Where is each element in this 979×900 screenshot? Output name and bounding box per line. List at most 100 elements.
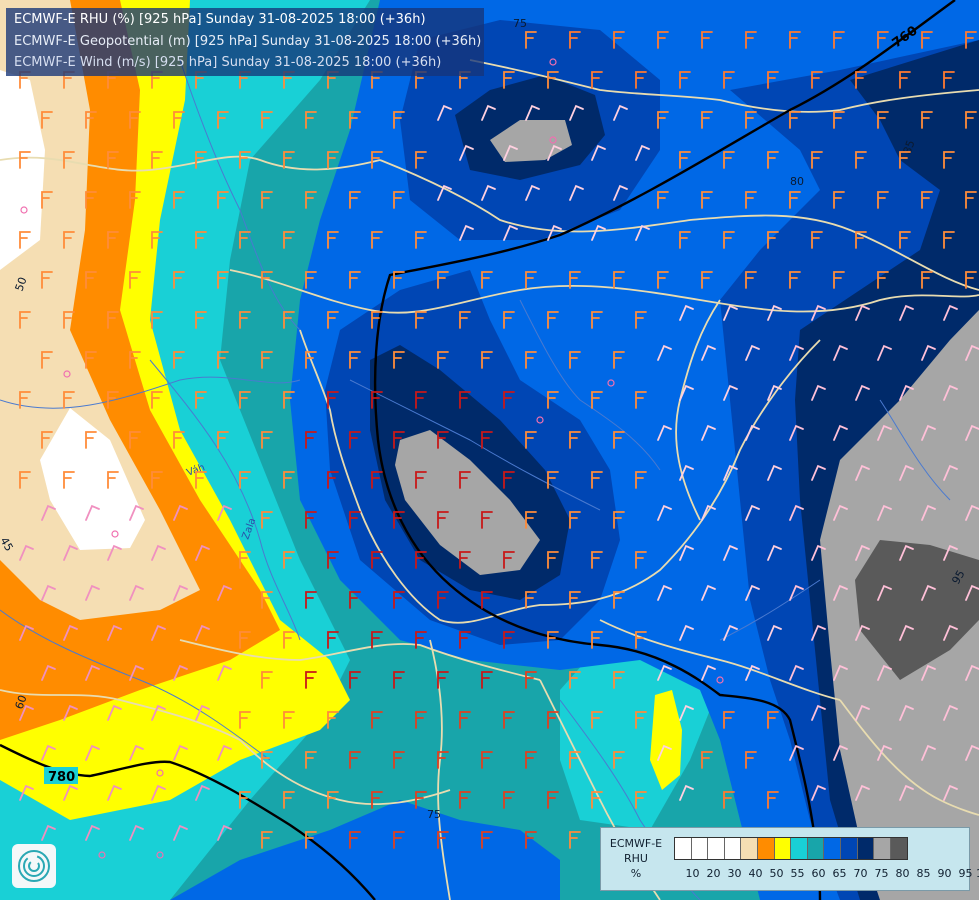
legend-bin-1: [691, 838, 709, 859]
wind-barb-icon: [261, 511, 273, 529]
wind-barb-icon: [965, 271, 977, 289]
wind-barb-icon: [283, 471, 295, 489]
legend-tick-55: 55: [790, 867, 805, 880]
wind-barb-icon: [899, 71, 911, 89]
wind-barb-icon: [85, 664, 100, 681]
wind-barb-icon: [569, 671, 581, 689]
wind-barb-icon: [85, 351, 97, 369]
wind-barb-icon: [151, 311, 163, 329]
city-marker: [549, 58, 557, 66]
wind-barb-icon: [129, 111, 141, 129]
wind-barb-icon: [899, 544, 914, 561]
city-marker: [716, 676, 724, 684]
wind-barb-icon: [261, 671, 273, 689]
wind-barb-icon: [305, 111, 317, 129]
city-marker: [156, 851, 164, 859]
wind-barb-icon: [745, 584, 760, 601]
wind-barb-icon: [855, 784, 870, 801]
wind-barb-icon: [701, 751, 713, 769]
wind-barb-icon: [503, 311, 515, 329]
city-markers: [20, 58, 724, 859]
wind-barb-icon: [63, 471, 75, 489]
wind-barb-icon: [569, 184, 584, 201]
wind-barb-icon: [305, 831, 317, 849]
wind-barb-icon: [525, 351, 537, 369]
city-marker: [536, 416, 544, 424]
wind-barb-icon: [591, 71, 603, 89]
wind-barb-icon: [283, 551, 295, 569]
wind-barb-icon: [195, 471, 207, 489]
wind-barb-icon: [481, 671, 493, 689]
wind-barb-icon: [899, 304, 914, 321]
wind-barb-icon: [921, 191, 933, 209]
rhu-label-75-top: 75: [513, 17, 527, 30]
legend-bin-7: [791, 838, 808, 859]
wind-barb-icon: [151, 471, 163, 489]
wind-barb-icon: [393, 351, 405, 369]
wind-barb-icon: [459, 551, 471, 569]
wind-barb-icon: [85, 271, 97, 289]
wind-barb-icon: [195, 231, 207, 249]
wind-barb-icon: [855, 384, 870, 401]
wind-barb-icon: [503, 71, 515, 89]
wind-barb-icon: [217, 111, 229, 129]
wind-barb-icon: [789, 344, 804, 361]
wind-barb-icon: [173, 744, 188, 761]
wind-barb-icon: [63, 544, 78, 561]
wind-barb-icon: [19, 544, 34, 561]
wind-barb-icon: [591, 551, 603, 569]
wind-barb-icon: [217, 584, 232, 601]
wind-barb-icon: [63, 784, 78, 801]
wind-barb-icon: [811, 71, 823, 89]
wind-barb-icon: [63, 624, 78, 641]
wind-barb-icon: [173, 664, 188, 681]
wind-barb-icon: [943, 231, 955, 249]
wind-barb-icon: [569, 591, 581, 609]
wind-barb-icon: [679, 624, 694, 641]
wind-barb-icon: [371, 711, 383, 729]
wind-barb-icon: [305, 271, 317, 289]
wind-barb-icon: [657, 584, 672, 601]
wind-barb-icon: [899, 624, 914, 641]
wind-barb-icon: [393, 591, 405, 609]
ecmwf-swirl-logo-icon: [12, 844, 56, 888]
wind-barb-icon: [723, 71, 735, 89]
wind-barb-icon: [701, 271, 713, 289]
wind-barb-icon: [723, 464, 738, 481]
wind-barb-icon: [129, 504, 144, 521]
wind-barb-icon: [591, 144, 606, 161]
wind-barb-icon: [85, 744, 100, 761]
wind-barb-icon: [85, 111, 97, 129]
wind-barb-icon: [921, 504, 936, 521]
rhu-label-45-left: 45: [0, 535, 16, 554]
wind-barb-icon: [305, 351, 317, 369]
wind-barb-icon: [635, 71, 647, 89]
wind-barb-icon: [701, 664, 716, 681]
wind-barb-icon: [525, 591, 537, 609]
wind-barb-icon: [877, 191, 889, 209]
wind-barb-icon: [459, 791, 471, 809]
wind-barb-icon: [459, 471, 471, 489]
wind-barb-icon: [261, 751, 273, 769]
wind-barb-icon: [613, 671, 625, 689]
wind-barb-icon: [899, 704, 914, 721]
wind-barb-icon: [635, 471, 647, 489]
wind-barb-icon: [789, 744, 804, 761]
legend-tick-100: 100: [976, 867, 979, 880]
wind-barb-icon: [41, 111, 53, 129]
wind-barb-icon: [811, 704, 826, 721]
wind-barb-icon: [283, 151, 295, 169]
header-rhu-title: ECMWF-E RHU (%) [925 hPa] Sunday 31-08-2…: [14, 12, 426, 27]
wind-barb-icon: [965, 664, 979, 681]
wind-barb-icon: [811, 624, 826, 641]
wind-barb-icon: [679, 151, 691, 169]
wind-barb-icon: [591, 224, 606, 241]
wind-barb-icon: [943, 151, 955, 169]
wind-barb-icon: [767, 151, 779, 169]
wind-barb-icon: [877, 744, 892, 761]
wind-barb-icon: [679, 71, 691, 89]
wind-barb-icon: [789, 271, 801, 289]
wind-barb-icon: [85, 824, 100, 841]
wind-barb-icon: [349, 671, 361, 689]
wind-barb-icon: [217, 744, 232, 761]
